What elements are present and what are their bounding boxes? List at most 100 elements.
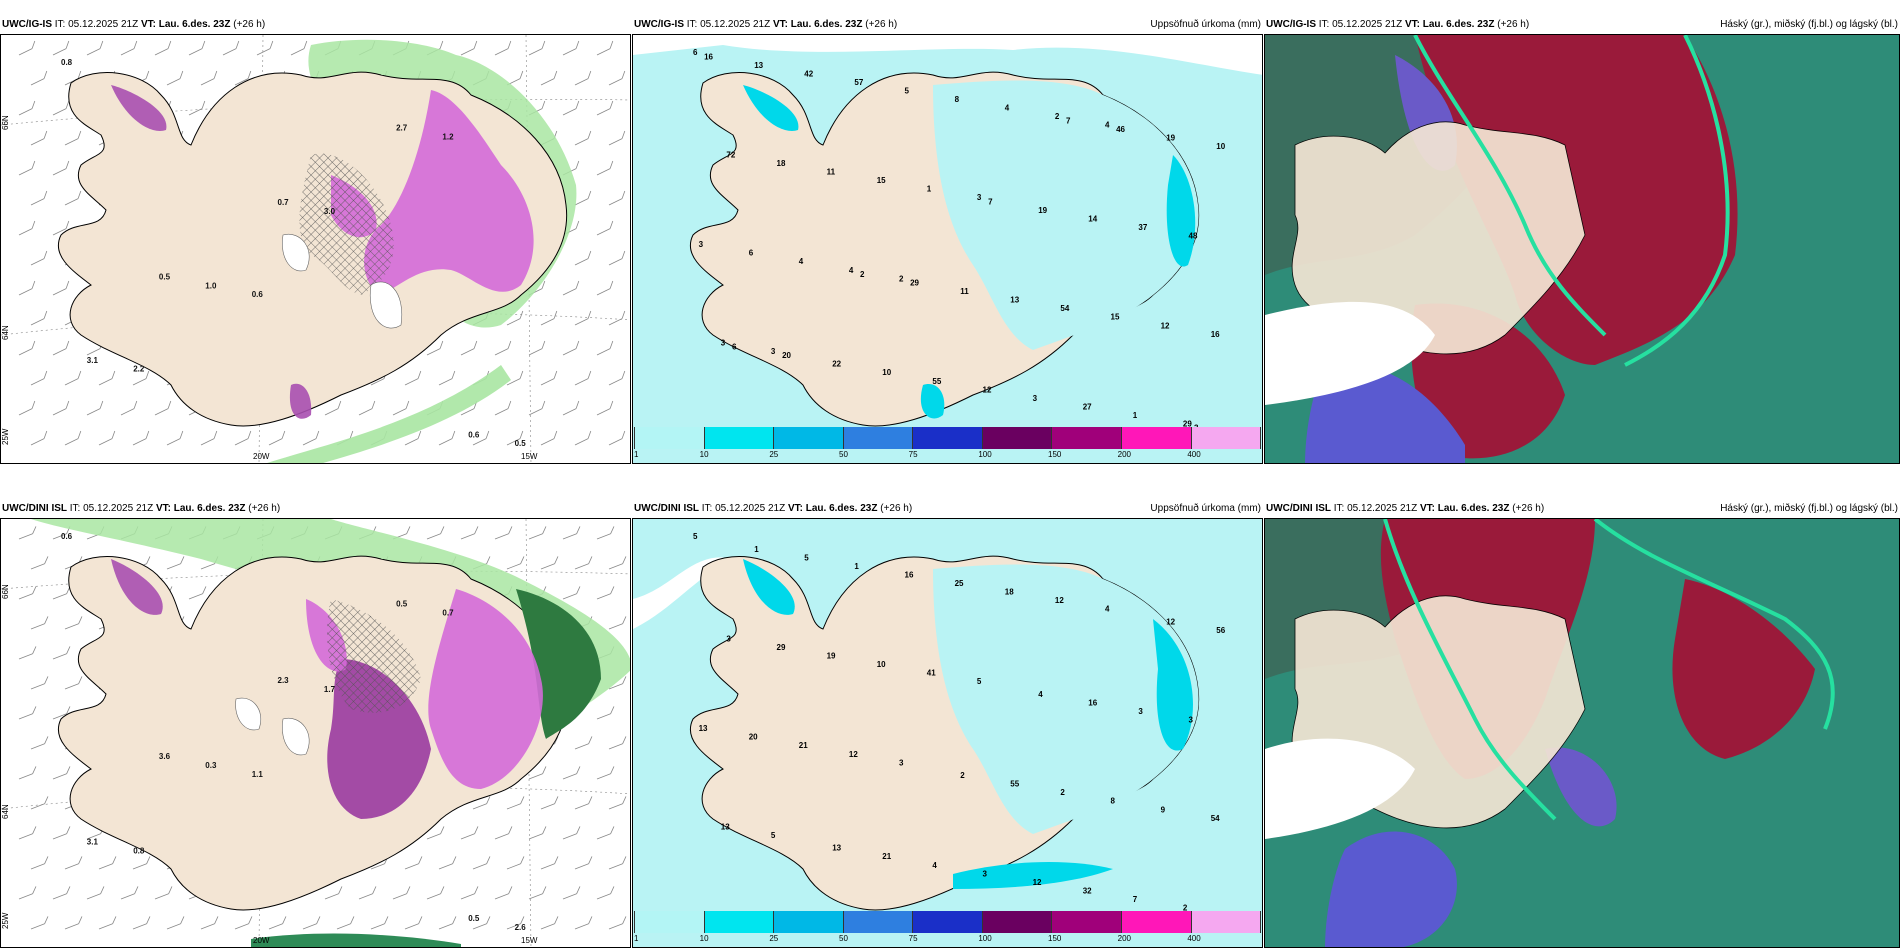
vt-value: Lau. 6.des. 23Z xyxy=(1422,19,1495,30)
map-value-label: 3.1 xyxy=(87,356,99,365)
colorbar-tick-label: 75 xyxy=(908,934,918,943)
map-value-label: 0.5 xyxy=(396,599,408,608)
wind-barb-icon xyxy=(29,736,50,750)
map-value-label: 2.3 xyxy=(278,676,290,685)
wind-barb-icon xyxy=(62,130,84,146)
wind-barb-icon xyxy=(607,556,628,570)
clear-sky xyxy=(1265,738,1415,839)
map-value-label: 19 xyxy=(1166,133,1175,142)
wind-barb-icon xyxy=(17,646,38,660)
map-value-label: 16 xyxy=(1211,330,1220,339)
map-value-label: 2.7 xyxy=(396,124,408,133)
wind-barb-icon xyxy=(266,430,288,446)
colorbar-tick-label: 10 xyxy=(699,450,709,459)
lat-label-64n: 64N xyxy=(1,804,10,819)
colorbar-swatch xyxy=(774,911,844,933)
map-value-label: 29 xyxy=(1183,420,1192,429)
map-frame[interactable] xyxy=(1264,518,1900,948)
wind-map-svg[interactable]: 0.8 0.6 1.2 2.2 3.0 0.5 1.0 2.7 3.1 0.7 0.6 0.5 xyxy=(1,35,631,464)
wind-barb-icon xyxy=(629,706,630,720)
map-value-label: 0.6 xyxy=(61,532,73,541)
cloud-edge xyxy=(1593,519,1835,730)
map-value-label: 2 xyxy=(860,270,865,279)
map-value-label: 4 xyxy=(1005,104,1010,113)
wind-barb-icon xyxy=(595,826,616,840)
wind-barb-icon xyxy=(198,430,220,446)
map-value-label: 5 xyxy=(693,532,698,541)
colorbar-swatch xyxy=(1121,427,1192,449)
wind-barb-icon xyxy=(187,586,208,600)
colorbar-swatch xyxy=(843,427,914,449)
wind-barb-icon xyxy=(390,400,412,416)
wind-barb-icon xyxy=(131,856,152,870)
colorbar-tick-label: 25 xyxy=(769,450,779,459)
wind-barb-icon xyxy=(63,616,84,630)
clear-sky xyxy=(1265,301,1435,405)
map-value-label: 32 xyxy=(1083,886,1092,895)
precip-map-svg[interactable]: 5345521212134172118541032202591912131682… xyxy=(633,519,1263,948)
panel-header: UWC/IG-IS IT: 05.12.2025 21Z VT: Lau. 6.… xyxy=(0,16,631,34)
colorbar-swatch xyxy=(982,911,1053,933)
map-value-label: 41 xyxy=(927,669,936,678)
wind-barb-icon xyxy=(459,526,480,540)
wind-barb-icon xyxy=(119,886,140,900)
wind-barb-icon xyxy=(85,886,106,900)
map-value-label: 0.8 xyxy=(133,847,145,856)
map-value-label: 21 xyxy=(882,852,891,861)
wind-barb-icon xyxy=(505,856,526,870)
map-value-label: 10 xyxy=(877,660,886,669)
map-value-label: 1 xyxy=(1133,411,1138,420)
lead-time: (+26 h) xyxy=(865,19,898,30)
map-value-label: 5 xyxy=(977,677,982,686)
map-value-label: 54 xyxy=(1060,304,1069,313)
wind-barb-icon xyxy=(97,916,118,930)
map-value-label: 46 xyxy=(1116,125,1125,134)
wind-barb-icon xyxy=(539,856,560,870)
colorbar-swatch xyxy=(1052,427,1122,449)
map-value-label: 6 xyxy=(749,249,754,258)
wind-barb-icon xyxy=(97,856,118,870)
map-frame[interactable]: 5 3 4 5 5 2 12 12 13 41 7 21 18 54 10 32 20 25 9 19 12 13 16 8 2… xyxy=(632,518,1263,948)
accum-precip-panel-top: UWC/IG-IS IT: 05.12.2025 21Z VT: Lau. 6.… xyxy=(632,0,1263,466)
map-value-label: 3 xyxy=(983,869,988,878)
cloud-map-svg[interactable] xyxy=(1265,35,1900,464)
vt-label: VT: xyxy=(140,19,156,30)
map-value-label: 0.7 xyxy=(278,198,290,207)
wind-barb-icon xyxy=(322,400,344,416)
wind-barb-icon xyxy=(63,676,84,690)
map-value-label: 8 xyxy=(955,95,960,104)
wind-barb-icon xyxy=(301,916,322,930)
map-value-label: 4 xyxy=(799,257,804,266)
map-frame[interactable] xyxy=(1264,34,1900,464)
wind-map-svg[interactable]: 0.6 1.1 0.7 0.8 1.7 2.6 0.3 0.5 3.1 2.3 0.5 3.6 xyxy=(1,519,631,948)
wind-barb-icon xyxy=(607,856,628,870)
map-value-label: 0.7 xyxy=(442,608,454,617)
wind-barb-icon xyxy=(572,130,594,146)
wind-barb-icon xyxy=(628,340,630,356)
wind-barb-icon xyxy=(526,400,548,416)
colorbar-ticks: 1 10 25 50 75 100 150 200 400 xyxy=(634,450,1261,462)
wind-barb-icon xyxy=(50,400,72,416)
wind-barb-icon xyxy=(165,916,186,930)
map-value-label: 1 xyxy=(927,185,932,194)
wind-barb-icon xyxy=(628,160,630,176)
precip-map-svg[interactable]: 6243329423114416152768121133515181248575… xyxy=(633,35,1263,464)
precip-title: Uppsöfnuð úrkoma (mm) xyxy=(1150,503,1261,514)
wind-barb-icon xyxy=(51,586,72,600)
map-value-label: 1 xyxy=(754,545,759,554)
map-frame[interactable]: 6 2 4 3 3 29 4 2 3 1 1 4 4 16 15 27 6 8 12 11 3 3 5 15 18 12 48 57 5… xyxy=(632,34,1263,464)
wind-barb-icon xyxy=(560,100,582,116)
wind-barb-icon xyxy=(153,886,174,900)
map-value-label: 0.3 xyxy=(205,761,217,770)
model-name: UWC/DINI ISL xyxy=(634,503,699,514)
map-value-label: 1.2 xyxy=(442,133,454,142)
wind-barb-icon xyxy=(607,616,628,630)
map-frame[interactable]: 0.8 0.6 1.2 2.2 3.0 0.5 1.0 2.7 3.1 0.7 0.6 0.5 66N… xyxy=(0,34,631,464)
map-value-label: 37 xyxy=(1138,223,1147,232)
cloud-map-svg[interactable] xyxy=(1265,519,1900,948)
wind-barb-icon xyxy=(29,556,50,570)
map-value-label: 13 xyxy=(1010,296,1019,305)
wind-barb-icon xyxy=(493,526,514,540)
wind-barb-icon xyxy=(51,766,72,780)
map-frame[interactable]: 0.6 1.1 0.7 0.8 1.7 2.6 0.3 0.5 3.1 2.3 0.5 3.6 66N… xyxy=(0,518,631,948)
